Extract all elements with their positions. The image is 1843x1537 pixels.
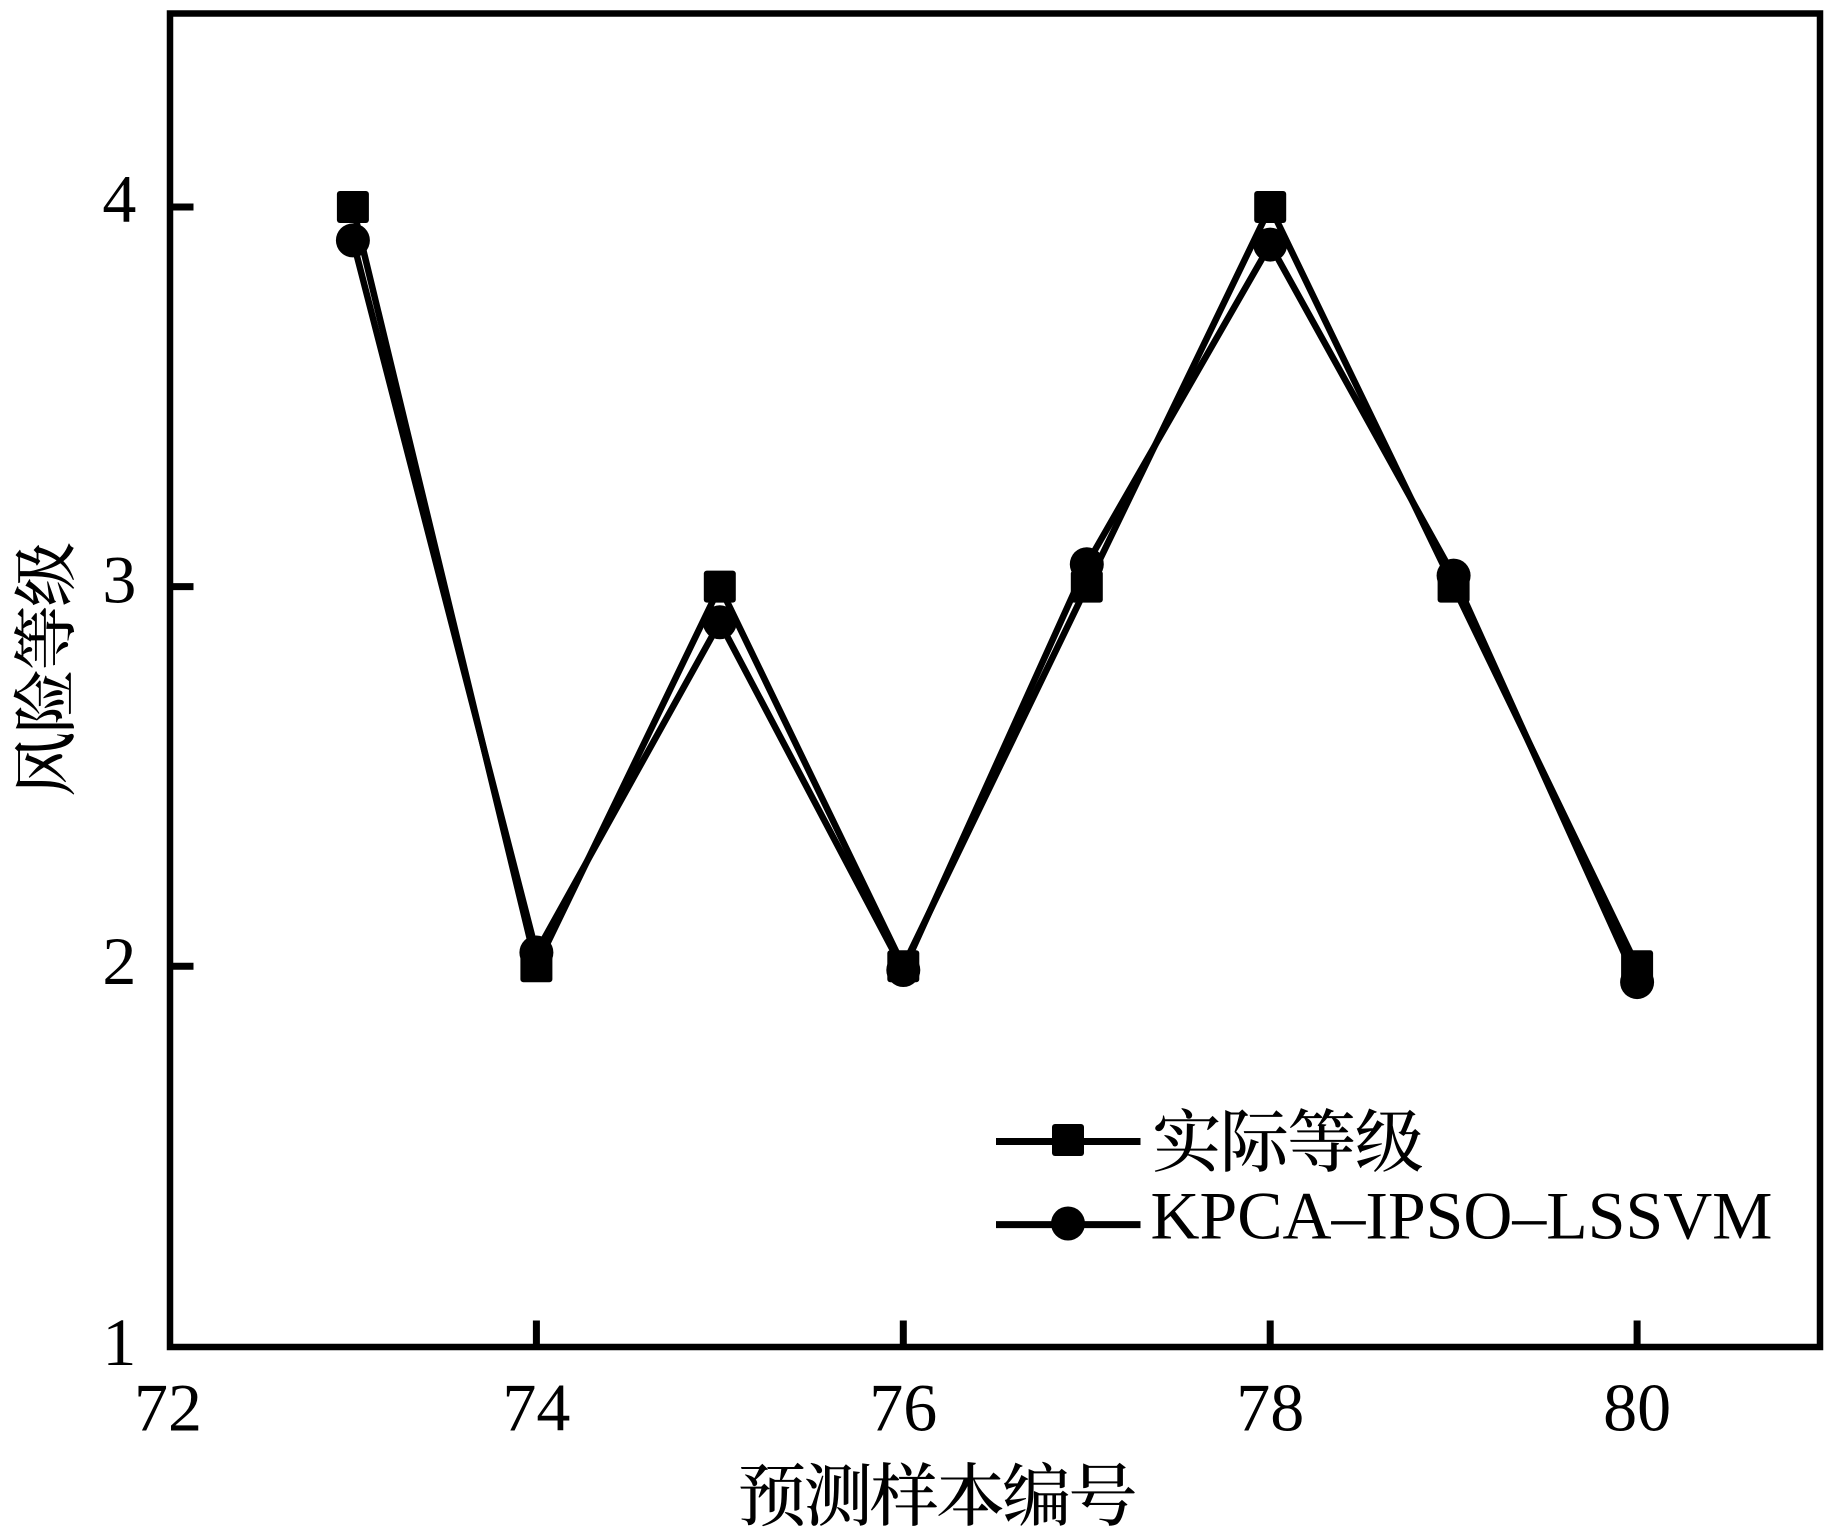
- svg-text:1: 1: [102, 1304, 136, 1380]
- svg-text:80: 80: [1603, 1370, 1671, 1446]
- svg-text:72: 72: [134, 1370, 202, 1446]
- svg-text:76: 76: [869, 1370, 937, 1446]
- svg-text:74: 74: [502, 1370, 570, 1446]
- svg-text:3: 3: [102, 542, 136, 618]
- svg-text:KPCA–IPSO–LSSVM: KPCA–IPSO–LSSVM: [1151, 1178, 1773, 1254]
- svg-text:2: 2: [102, 923, 136, 999]
- svg-text:78: 78: [1236, 1370, 1304, 1446]
- svg-text:4: 4: [102, 161, 136, 237]
